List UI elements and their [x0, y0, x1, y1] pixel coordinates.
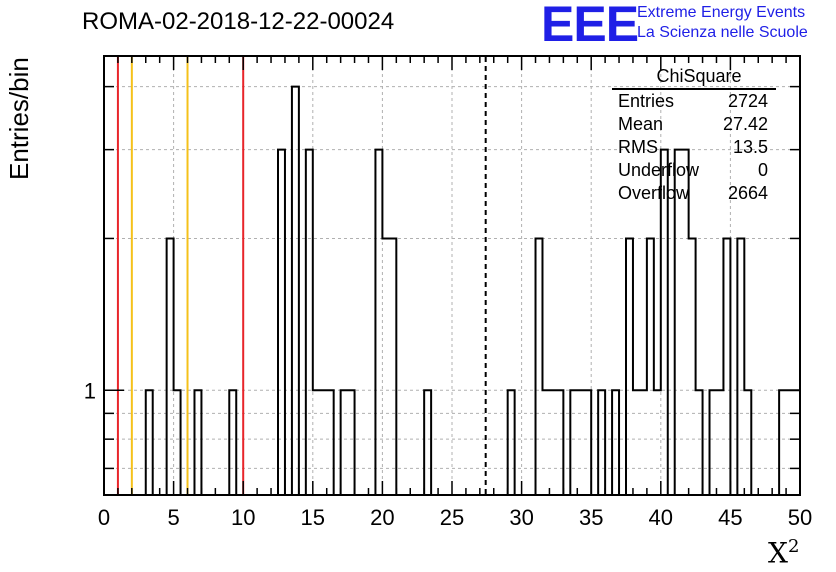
stats-rows: Entries 2724 Mean 27.42 RMS 13.5 Underflow 0 Ove…	[612, 90, 776, 205]
x-tick-label: 30	[509, 505, 533, 530]
x-tick-label: 10	[231, 505, 255, 530]
chart-title: ROMA-02-2018-12-22-00024	[82, 8, 395, 35]
x-axis-label-superscript: 2	[787, 536, 800, 557]
stats-row: Entries 2724	[612, 90, 776, 113]
x-axis-label: X2	[768, 536, 799, 569]
x-tick-label: 0	[98, 505, 110, 530]
stats-title: ChiSquare	[612, 66, 776, 90]
stats-label: Overflow	[618, 183, 690, 203]
stats-row: Underflow 0	[612, 159, 776, 182]
stats-row: Mean 27.42	[612, 113, 776, 136]
eee-logo: EEE	[541, 0, 639, 52]
x-tick-label: 50	[788, 505, 812, 530]
stats-row: Overflow 2664	[612, 182, 776, 205]
x-tick-label: 5	[167, 505, 179, 530]
x-tick-labels: 0 5 10 15 20 25 30 35 40 45 50	[98, 505, 812, 530]
stats-label: RMS	[618, 137, 658, 157]
stats-value: 0	[757, 160, 768, 180]
logo-line-2: La Scienza nelle Scuole	[637, 24, 808, 41]
stats-value: 2664	[727, 183, 768, 203]
x-tick-label: 35	[579, 505, 603, 530]
x-tick-label: 20	[370, 505, 394, 530]
stats-label: Underflow	[618, 160, 700, 180]
stats-value: 13.5	[732, 137, 768, 157]
stats-value: 27.42	[722, 114, 768, 134]
x-tick-label: 40	[649, 505, 673, 530]
y-tick-label: 1	[84, 378, 96, 403]
plot-frame	[103, 55, 801, 496]
stats-box: ChiSquare Entries 2724 Mean 27.42 RMS 13.5 Und…	[612, 66, 776, 205]
axis-ticks	[103, 56, 801, 495]
grid-lines	[104, 56, 800, 495]
stats-value: 2724	[727, 91, 768, 111]
x-tick-label: 15	[301, 505, 325, 530]
reference-lines	[116, 57, 487, 494]
x-tick-label: 45	[718, 505, 742, 530]
x-axis-label-base: X	[768, 536, 788, 570]
stats-label: Entries	[618, 91, 675, 111]
logo-line-1: Extreme Energy Events	[637, 4, 806, 21]
stats-label: Mean	[618, 114, 664, 134]
stats-row: RMS 13.5	[612, 136, 776, 159]
x-tick-label: 25	[440, 505, 464, 530]
